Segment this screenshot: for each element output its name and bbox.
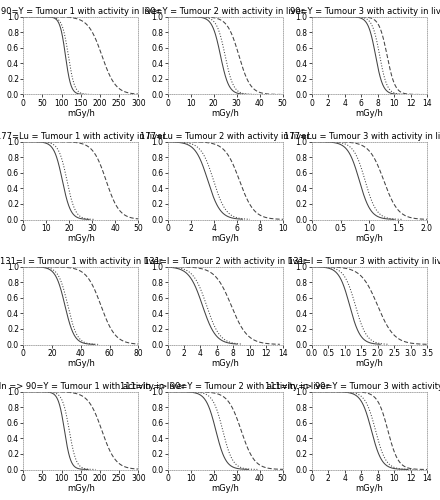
- X-axis label: mGy/h: mGy/h: [67, 109, 95, 118]
- Title: 90=Y = Tumour 2 with activity in liver: 90=Y = Tumour 2 with activity in liver: [145, 7, 305, 16]
- X-axis label: mGy/h: mGy/h: [211, 484, 239, 493]
- X-axis label: mGy/h: mGy/h: [211, 234, 239, 243]
- X-axis label: mGy/h: mGy/h: [67, 359, 95, 368]
- Title: 111=In => 90=Y = Tumour 2 with activity in liver: 111=In => 90=Y = Tumour 2 with activity …: [121, 382, 330, 391]
- Title: 131=I = Tumour 2 with activity in liver: 131=I = Tumour 2 with activity in liver: [144, 257, 306, 266]
- X-axis label: mGy/h: mGy/h: [356, 109, 383, 118]
- Title: 90=Y = Tumour 3 with activity in liver: 90=Y = Tumour 3 with activity in liver: [290, 7, 440, 16]
- Title: 177=Lu = Tumour 3 with activity in liver: 177=Lu = Tumour 3 with activity in liver: [284, 132, 440, 141]
- Title: 111=In => 90=Y = Tumour 3 with activity in liver: 111=In => 90=Y = Tumour 3 with activity …: [265, 382, 440, 391]
- Title: 177=Lu = Tumour 2 with activity in liver: 177=Lu = Tumour 2 with activity in liver: [140, 132, 310, 141]
- X-axis label: mGy/h: mGy/h: [67, 484, 95, 493]
- Title: 111=In => 90=Y = Tumour 1 with activity in liver: 111=In => 90=Y = Tumour 1 with activity …: [0, 382, 186, 391]
- X-axis label: mGy/h: mGy/h: [356, 234, 383, 243]
- Title: 131=I = Tumour 1 with activity in liver: 131=I = Tumour 1 with activity in liver: [0, 257, 162, 266]
- Title: 131=I = Tumour 3 with activity in liver: 131=I = Tumour 3 with activity in liver: [288, 257, 440, 266]
- X-axis label: mGy/h: mGy/h: [211, 359, 239, 368]
- Title: 90=Y = Tumour 1 with activity in liver: 90=Y = Tumour 1 with activity in liver: [1, 7, 161, 16]
- X-axis label: mGy/h: mGy/h: [356, 359, 383, 368]
- Title: 177=Lu = Tumour 1 with activity in liver: 177=Lu = Tumour 1 with activity in liver: [0, 132, 166, 141]
- X-axis label: mGy/h: mGy/h: [211, 109, 239, 118]
- X-axis label: mGy/h: mGy/h: [356, 484, 383, 493]
- X-axis label: mGy/h: mGy/h: [67, 234, 95, 243]
